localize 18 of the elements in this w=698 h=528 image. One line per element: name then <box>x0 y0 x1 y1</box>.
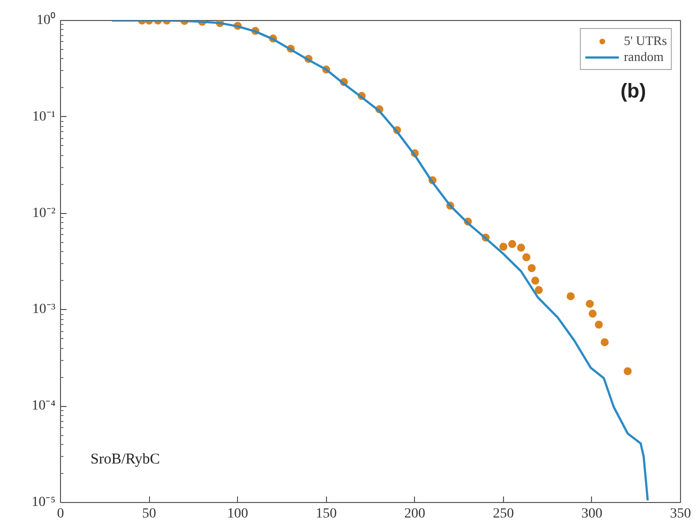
y-tick-label: 10⁻⁵ <box>32 495 56 510</box>
x-tick-label: 300 <box>581 506 602 522</box>
x-tick-label: 350 <box>670 506 691 522</box>
legend-label: 5' UTRs <box>624 33 667 49</box>
y-tick-label: 10⁻² <box>32 206 56 221</box>
x-tick-label: 50 <box>142 506 156 522</box>
annotation: SroB/RybC <box>90 452 160 468</box>
y-tick-label: 10⁰ <box>36 12 56 28</box>
legend-label: random <box>624 49 664 65</box>
annotation: (b) <box>620 80 646 102</box>
x-tick-label: 150 <box>316 506 337 522</box>
y-tick-label: 10⁻¹ <box>32 109 56 124</box>
x-tick-label: 200 <box>404 506 426 522</box>
y-tick-label: 10⁻⁴ <box>32 398 56 414</box>
x-tick-label: 250 <box>492 506 514 522</box>
y-tick-label: 10⁻³ <box>32 302 56 318</box>
x-tick-label: 0 <box>57 506 64 522</box>
x-tick-label: 100 <box>227 506 248 522</box>
